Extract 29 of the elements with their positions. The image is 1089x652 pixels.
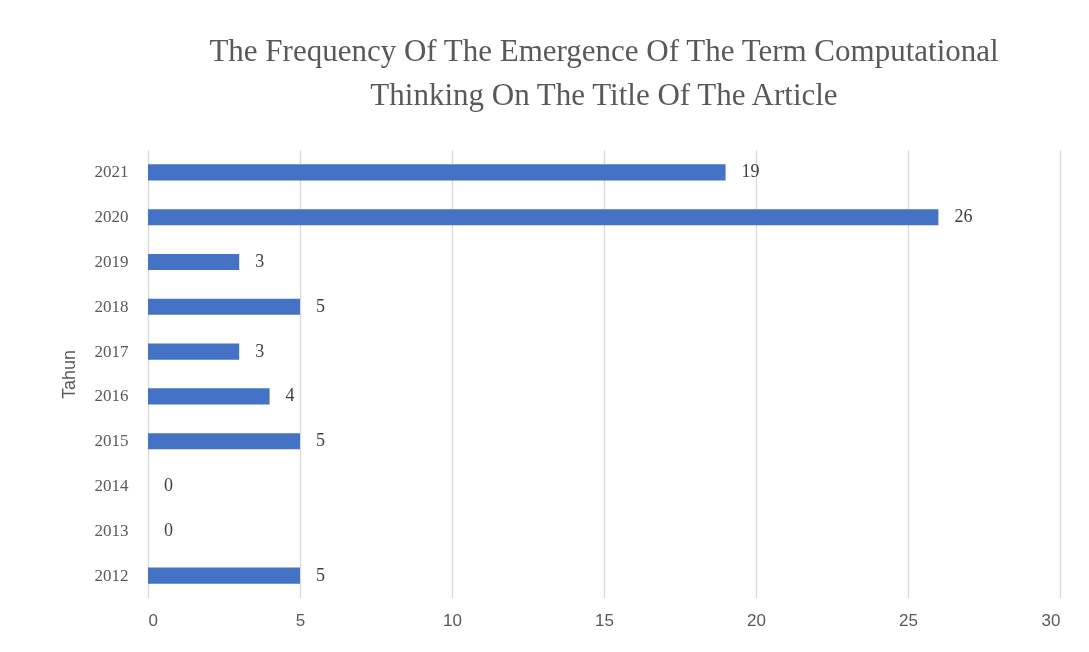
y-tick-label: 2017	[94, 341, 129, 361]
data-label: 0	[164, 519, 173, 540]
data-label: 4	[285, 385, 295, 406]
y-tick-label: 2014	[94, 476, 129, 495]
data-label: 5	[316, 295, 325, 316]
data-label: 3	[255, 251, 265, 271]
y-tick-label: 2019	[94, 252, 129, 271]
x-tick-label: 10	[443, 610, 462, 630]
y-tick-label: 2016	[94, 386, 129, 406]
x-tick-label: 5	[295, 610, 306, 630]
y-tick-label: 2018	[94, 296, 129, 316]
data-label: 19	[741, 161, 760, 182]
data-label: 26	[954, 206, 973, 227]
data-label: 5	[316, 430, 325, 451]
x-tick-label: 0	[148, 610, 158, 630]
y-tick-label: 2021	[94, 162, 129, 182]
x-tick-label: 25	[899, 610, 918, 630]
x-tick-label: 20	[747, 610, 766, 630]
y-tick-label: 2015	[94, 431, 129, 451]
y-tick-label: 2012	[94, 565, 129, 585]
x-tick-label: 15	[595, 610, 614, 630]
y-tick-label: 2013	[94, 520, 129, 540]
y-axis-title: Tahun	[58, 349, 79, 400]
data-label: 0	[164, 475, 173, 495]
y-tick-label: 2020	[94, 207, 129, 227]
data-label: 3	[255, 340, 265, 361]
data-label: 5	[316, 564, 325, 585]
x-tick-label: 30	[1041, 610, 1061, 630]
chart-title: The Frequency Of The Emergence Of The Term Computational Thinking On The Title Of The Article	[209, 33, 999, 112]
